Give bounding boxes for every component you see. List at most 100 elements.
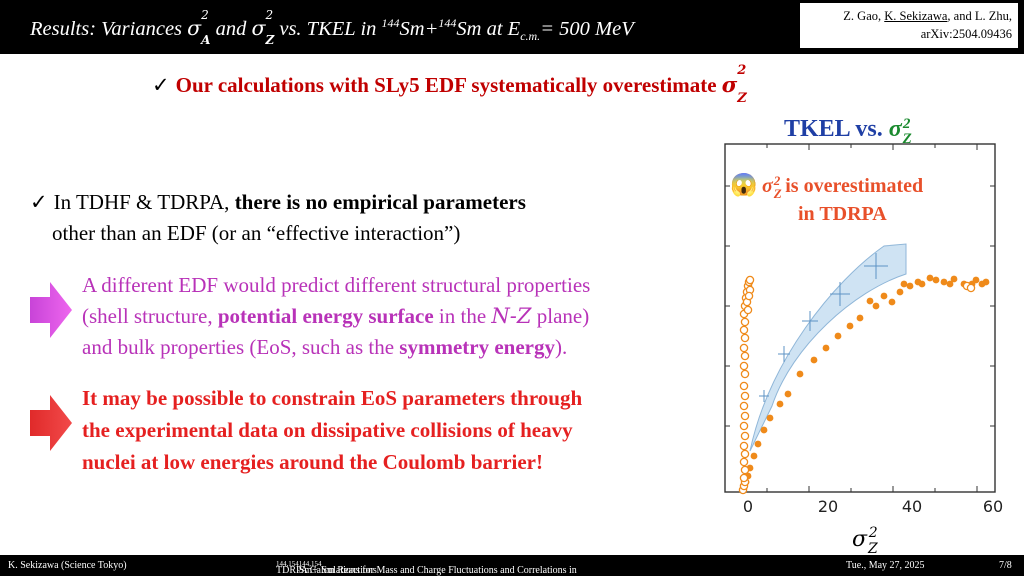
scream-emoji-icon: 😱 xyxy=(730,172,757,198)
experimental-point xyxy=(896,288,904,296)
calculated-point xyxy=(744,291,754,301)
check-icon: ✓ xyxy=(152,73,170,97)
xtick-label: 0 xyxy=(743,497,753,516)
calculated-point xyxy=(740,369,750,379)
calculated-point xyxy=(739,343,749,353)
calculated-point xyxy=(740,465,750,475)
reference-box: Z. Gao, K. Sekizawa, and L. Zhu, arXiv:2… xyxy=(800,3,1018,48)
calculated-point xyxy=(740,391,750,401)
plot-ticks xyxy=(724,144,995,492)
para2-line3: nuclei at low energies around the Coulom… xyxy=(82,450,543,474)
calculated-points xyxy=(738,275,976,495)
para1-line1: A different EDF would predict different … xyxy=(82,273,591,297)
paragraph-eos: It may be possible to constrain EoS para… xyxy=(82,382,582,478)
calculated-point xyxy=(739,401,749,411)
figure-title: TKEL vs. σZ2 xyxy=(784,116,912,147)
experimental-point xyxy=(940,278,948,286)
check-icon: ✓ xyxy=(30,190,48,214)
experimental-point xyxy=(750,452,758,460)
calculated-point xyxy=(739,441,749,451)
nz-math: N-Z xyxy=(491,304,532,328)
experimental-point xyxy=(880,292,888,300)
calculated-point xyxy=(743,305,753,315)
footer-date: Tue., May 27, 2025 xyxy=(846,560,925,571)
arrow-right-icon xyxy=(30,282,72,338)
calculated-point xyxy=(739,457,749,467)
bullet-point: ✓ In TDHF & TDRPA, there is no empirical … xyxy=(30,187,526,249)
experimental-point xyxy=(900,280,908,288)
footer-talk-title: TDRPA Calculations for Mass and Charge F… xyxy=(276,560,577,576)
experimental-point xyxy=(846,322,854,330)
calculated-point xyxy=(740,351,750,361)
experimental-point xyxy=(796,370,804,378)
experimental-point xyxy=(946,280,954,288)
experimental-point xyxy=(978,280,986,288)
energy-text: = 500 MeV xyxy=(540,18,634,40)
experimental-point xyxy=(822,344,830,352)
element-text: Sm+ xyxy=(399,18,439,40)
bullet-text: In TDHF & TDRPA, xyxy=(53,190,235,214)
experimental-point xyxy=(950,275,958,283)
tdrpa-band xyxy=(749,243,907,452)
experimental-point xyxy=(754,440,762,448)
calculated-point xyxy=(739,473,749,483)
calculated-point xyxy=(740,449,750,459)
reference-arxiv: arXiv:2504.09436 xyxy=(920,27,1012,41)
calculated-point xyxy=(966,283,976,293)
title-text: Results: Variances xyxy=(30,18,188,40)
para2-line1: It may be possible to constrain EoS para… xyxy=(82,386,583,410)
title-text-vs: vs. TKEL in xyxy=(274,18,382,40)
calculated-point xyxy=(739,421,749,431)
calculated-point xyxy=(740,431,750,441)
footer-page-number: 7/8 xyxy=(999,560,1012,571)
experimental-point xyxy=(834,332,842,340)
xtick-label: 60 xyxy=(983,497,1003,516)
calculated-point xyxy=(740,411,750,421)
experimental-point xyxy=(926,274,934,282)
x-axis-label: σZ2 xyxy=(852,525,878,555)
experimental-point xyxy=(776,400,784,408)
plot-frame xyxy=(724,143,996,493)
mass-number: 144 xyxy=(381,16,400,31)
calculated-point xyxy=(740,317,750,327)
title-text-and: and xyxy=(210,18,252,40)
calculated-point xyxy=(740,333,750,343)
experimental-point xyxy=(766,414,774,422)
experimental-point xyxy=(872,302,880,310)
mass-number-2: 144 xyxy=(438,16,457,31)
element-text-2: Sm at E xyxy=(456,18,521,40)
calculated-point xyxy=(739,361,749,371)
paragraph-edf: A different EDF would predict different … xyxy=(82,270,590,363)
experimental-point xyxy=(906,282,914,290)
reference-authors: Z. Gao, K. Sekizawa, and L. Zhu, xyxy=(843,9,1012,23)
footer-author: K. Sekizawa (Science Tokyo) xyxy=(8,560,127,571)
figure-annotation-line2: in TDRPA xyxy=(798,203,887,225)
headline-text: Our calculations with SLy5 EDF systemati… xyxy=(175,73,722,97)
tkel-sigma-figure: TKEL vs. σZ2 😱 σZ2 is overestimated in T… xyxy=(724,116,1003,555)
experimental-point xyxy=(760,426,768,434)
experimental-point xyxy=(866,297,874,305)
headline: ✓ Our calculations with SLy5 EDF systemat… xyxy=(152,63,747,107)
calculated-point xyxy=(739,381,749,391)
bullet-text-line2: other than an EDF (or an “effective inte… xyxy=(52,221,461,245)
para1-line2: (shell structure, potential energy surfa… xyxy=(82,304,590,328)
tdrpa-band-markers xyxy=(759,253,888,402)
para2-line2: the experimental data on dissipative col… xyxy=(82,418,573,442)
experimental-point xyxy=(810,356,818,364)
arrow-right-icon xyxy=(30,395,72,451)
experimental-point xyxy=(856,314,864,322)
experimental-point xyxy=(784,390,792,398)
cm-subscript: c.m. xyxy=(520,29,541,44)
calculated-point xyxy=(745,275,755,285)
para1-line3: and bulk properties (EoS, such as the sy… xyxy=(82,335,568,359)
figure-annotation: σZ2 is overestimated xyxy=(762,173,923,201)
xtick-label: 20 xyxy=(818,497,838,516)
experimental-point xyxy=(914,278,922,286)
footer-bar: K. Sekizawa (Science Tokyo) TDRPA Calcul… xyxy=(0,555,1024,576)
experimental-point xyxy=(888,298,896,306)
reference-author-link[interactable]: K. Sekizawa xyxy=(884,9,948,23)
